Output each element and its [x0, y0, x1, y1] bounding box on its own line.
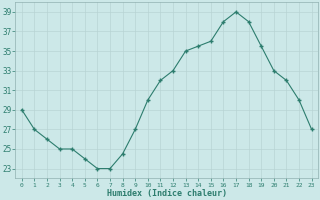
X-axis label: Humidex (Indice chaleur): Humidex (Indice chaleur)	[107, 189, 227, 198]
